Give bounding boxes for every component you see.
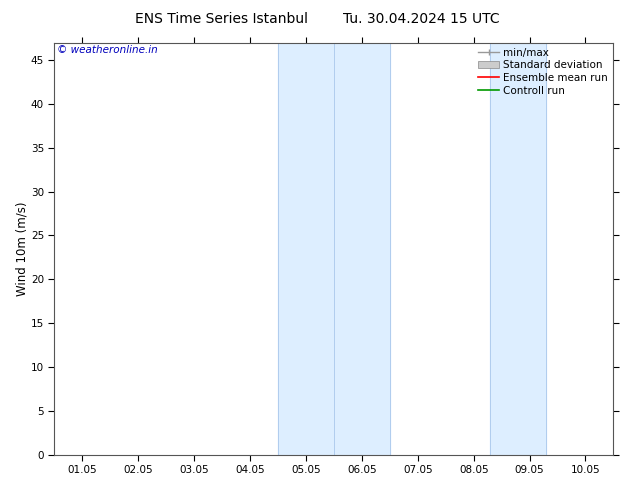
Y-axis label: Wind 10m (m/s): Wind 10m (m/s) — [15, 201, 28, 296]
Legend: min/max, Standard deviation, Ensemble mean run, Controll run: min/max, Standard deviation, Ensemble me… — [476, 46, 611, 98]
Bar — [334, 43, 390, 455]
Text: ENS Time Series Istanbul        Tu. 30.04.2024 15 UTC: ENS Time Series Istanbul Tu. 30.04.2024 … — [134, 12, 500, 26]
Bar — [278, 43, 334, 455]
Text: © weatheronline.in: © weatheronline.in — [57, 45, 158, 55]
Bar — [491, 43, 547, 455]
